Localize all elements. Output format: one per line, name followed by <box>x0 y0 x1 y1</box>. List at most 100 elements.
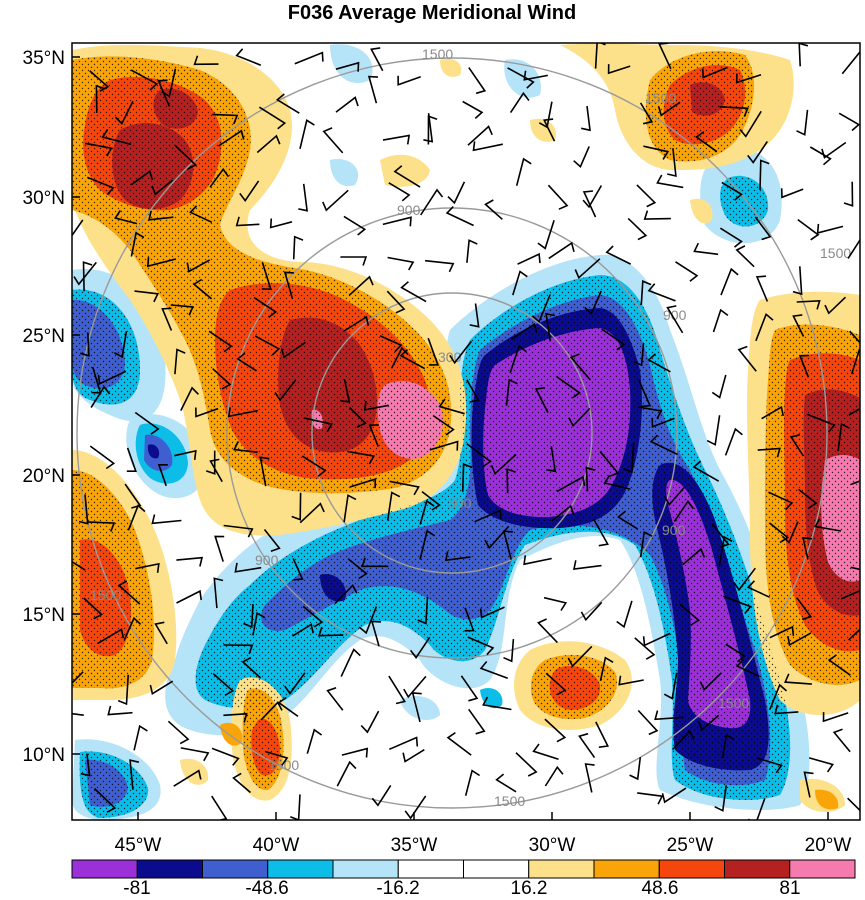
wind-barb <box>89 70 110 92</box>
wind-barb <box>469 303 480 328</box>
wind-barb <box>666 305 684 334</box>
wind-barb <box>101 129 132 146</box>
wind-barb <box>318 626 344 637</box>
map-title: F036 Average Meridional Wind <box>288 2 576 24</box>
wind-barb <box>803 771 814 798</box>
wind-barb <box>343 315 370 332</box>
wind-barb <box>72 560 86 571</box>
wind-barb <box>515 752 538 777</box>
wind-barb <box>180 386 199 411</box>
wind-barb <box>126 447 137 472</box>
wind-barb <box>447 181 466 205</box>
wind-barb <box>642 632 671 647</box>
wind-barb <box>792 314 805 337</box>
wind-barb <box>556 376 581 399</box>
wind-barb <box>173 769 202 787</box>
wind-barb <box>569 353 592 381</box>
wind-barb <box>127 504 146 531</box>
wind-barb <box>754 216 772 241</box>
wind-barb <box>209 167 230 188</box>
wind-barb <box>814 518 842 532</box>
wind-barb <box>572 560 602 571</box>
wind-barb <box>421 490 441 511</box>
wind-barb <box>509 344 527 374</box>
wind-barb <box>256 134 281 154</box>
wind-barb <box>580 601 603 622</box>
wind-barb <box>633 342 645 367</box>
wind-barb <box>253 296 278 319</box>
wind-barb <box>599 656 614 681</box>
wind-barb <box>258 106 287 130</box>
colorbar-label: 81 <box>779 878 800 899</box>
wind-barb <box>581 105 591 132</box>
wind-barb <box>409 636 431 659</box>
wind-barb <box>444 551 471 562</box>
wind-barb <box>223 644 254 655</box>
wind-barb <box>193 55 219 66</box>
wind-barb <box>761 405 784 420</box>
wind-barb <box>747 798 766 820</box>
wind-barb <box>274 379 297 402</box>
wind-barb <box>261 262 272 291</box>
wind-barb <box>427 115 438 145</box>
wind-barb <box>280 341 306 359</box>
lon-label: 35°W <box>391 835 438 856</box>
wind-barb <box>466 239 478 263</box>
wind-barb <box>543 596 568 611</box>
wind-barb <box>460 675 479 702</box>
wind-barb <box>269 218 293 229</box>
ring-label: 1500 <box>820 245 851 261</box>
wind-barb <box>651 417 675 428</box>
colorbar-swatch <box>397 859 464 879</box>
wind-barb <box>388 736 419 751</box>
wind-barb <box>89 445 116 470</box>
wind-barb <box>769 522 790 544</box>
wind-barb <box>386 290 406 314</box>
lat-label: 25°N <box>23 326 65 347</box>
wind-barb <box>340 256 368 266</box>
wind-barb <box>582 190 597 218</box>
wind-barb <box>692 460 720 482</box>
wind-barb <box>769 625 795 639</box>
wind-barb <box>832 728 851 753</box>
wind-barb <box>223 712 248 723</box>
wind-barb <box>627 217 648 241</box>
wind-barb <box>649 434 678 456</box>
wind-barbs <box>72 43 860 820</box>
wind-barb <box>302 605 324 628</box>
wind-barb <box>214 535 225 562</box>
colorbar-label: -81 <box>123 878 150 899</box>
wind-barb <box>468 67 487 95</box>
wind-barb <box>186 259 211 273</box>
lat-label: 30°N <box>23 188 65 209</box>
wind-barb <box>130 69 159 91</box>
wind-barb <box>537 618 558 644</box>
wind-barb <box>379 335 403 353</box>
wind-barb <box>509 91 530 114</box>
wind-barb <box>693 242 719 256</box>
wind-barb <box>531 294 551 324</box>
wind-barb <box>419 529 436 560</box>
lat-label: 20°N <box>23 466 65 487</box>
wind-barb <box>507 67 535 89</box>
wind-barb <box>130 231 145 257</box>
wind-barb <box>466 379 480 403</box>
wind-barb <box>86 521 116 532</box>
wind-barb <box>724 427 743 456</box>
ring-label: 1500 <box>494 793 525 809</box>
wind-barb <box>466 443 492 468</box>
wind-barb <box>83 597 103 620</box>
wind-barb <box>340 648 361 677</box>
wind-barb <box>211 747 240 766</box>
wind-barb <box>756 757 783 774</box>
colorbar-swatch <box>136 859 203 879</box>
wind-barb <box>636 184 657 208</box>
wind-barb <box>584 290 602 315</box>
wind-barb <box>341 747 369 758</box>
plot-frame <box>71 42 861 821</box>
wind-barb <box>265 750 289 766</box>
wind-barb <box>134 290 160 303</box>
wind-barb <box>573 146 590 169</box>
wind-barb <box>157 464 168 487</box>
wind-barb <box>235 48 262 66</box>
